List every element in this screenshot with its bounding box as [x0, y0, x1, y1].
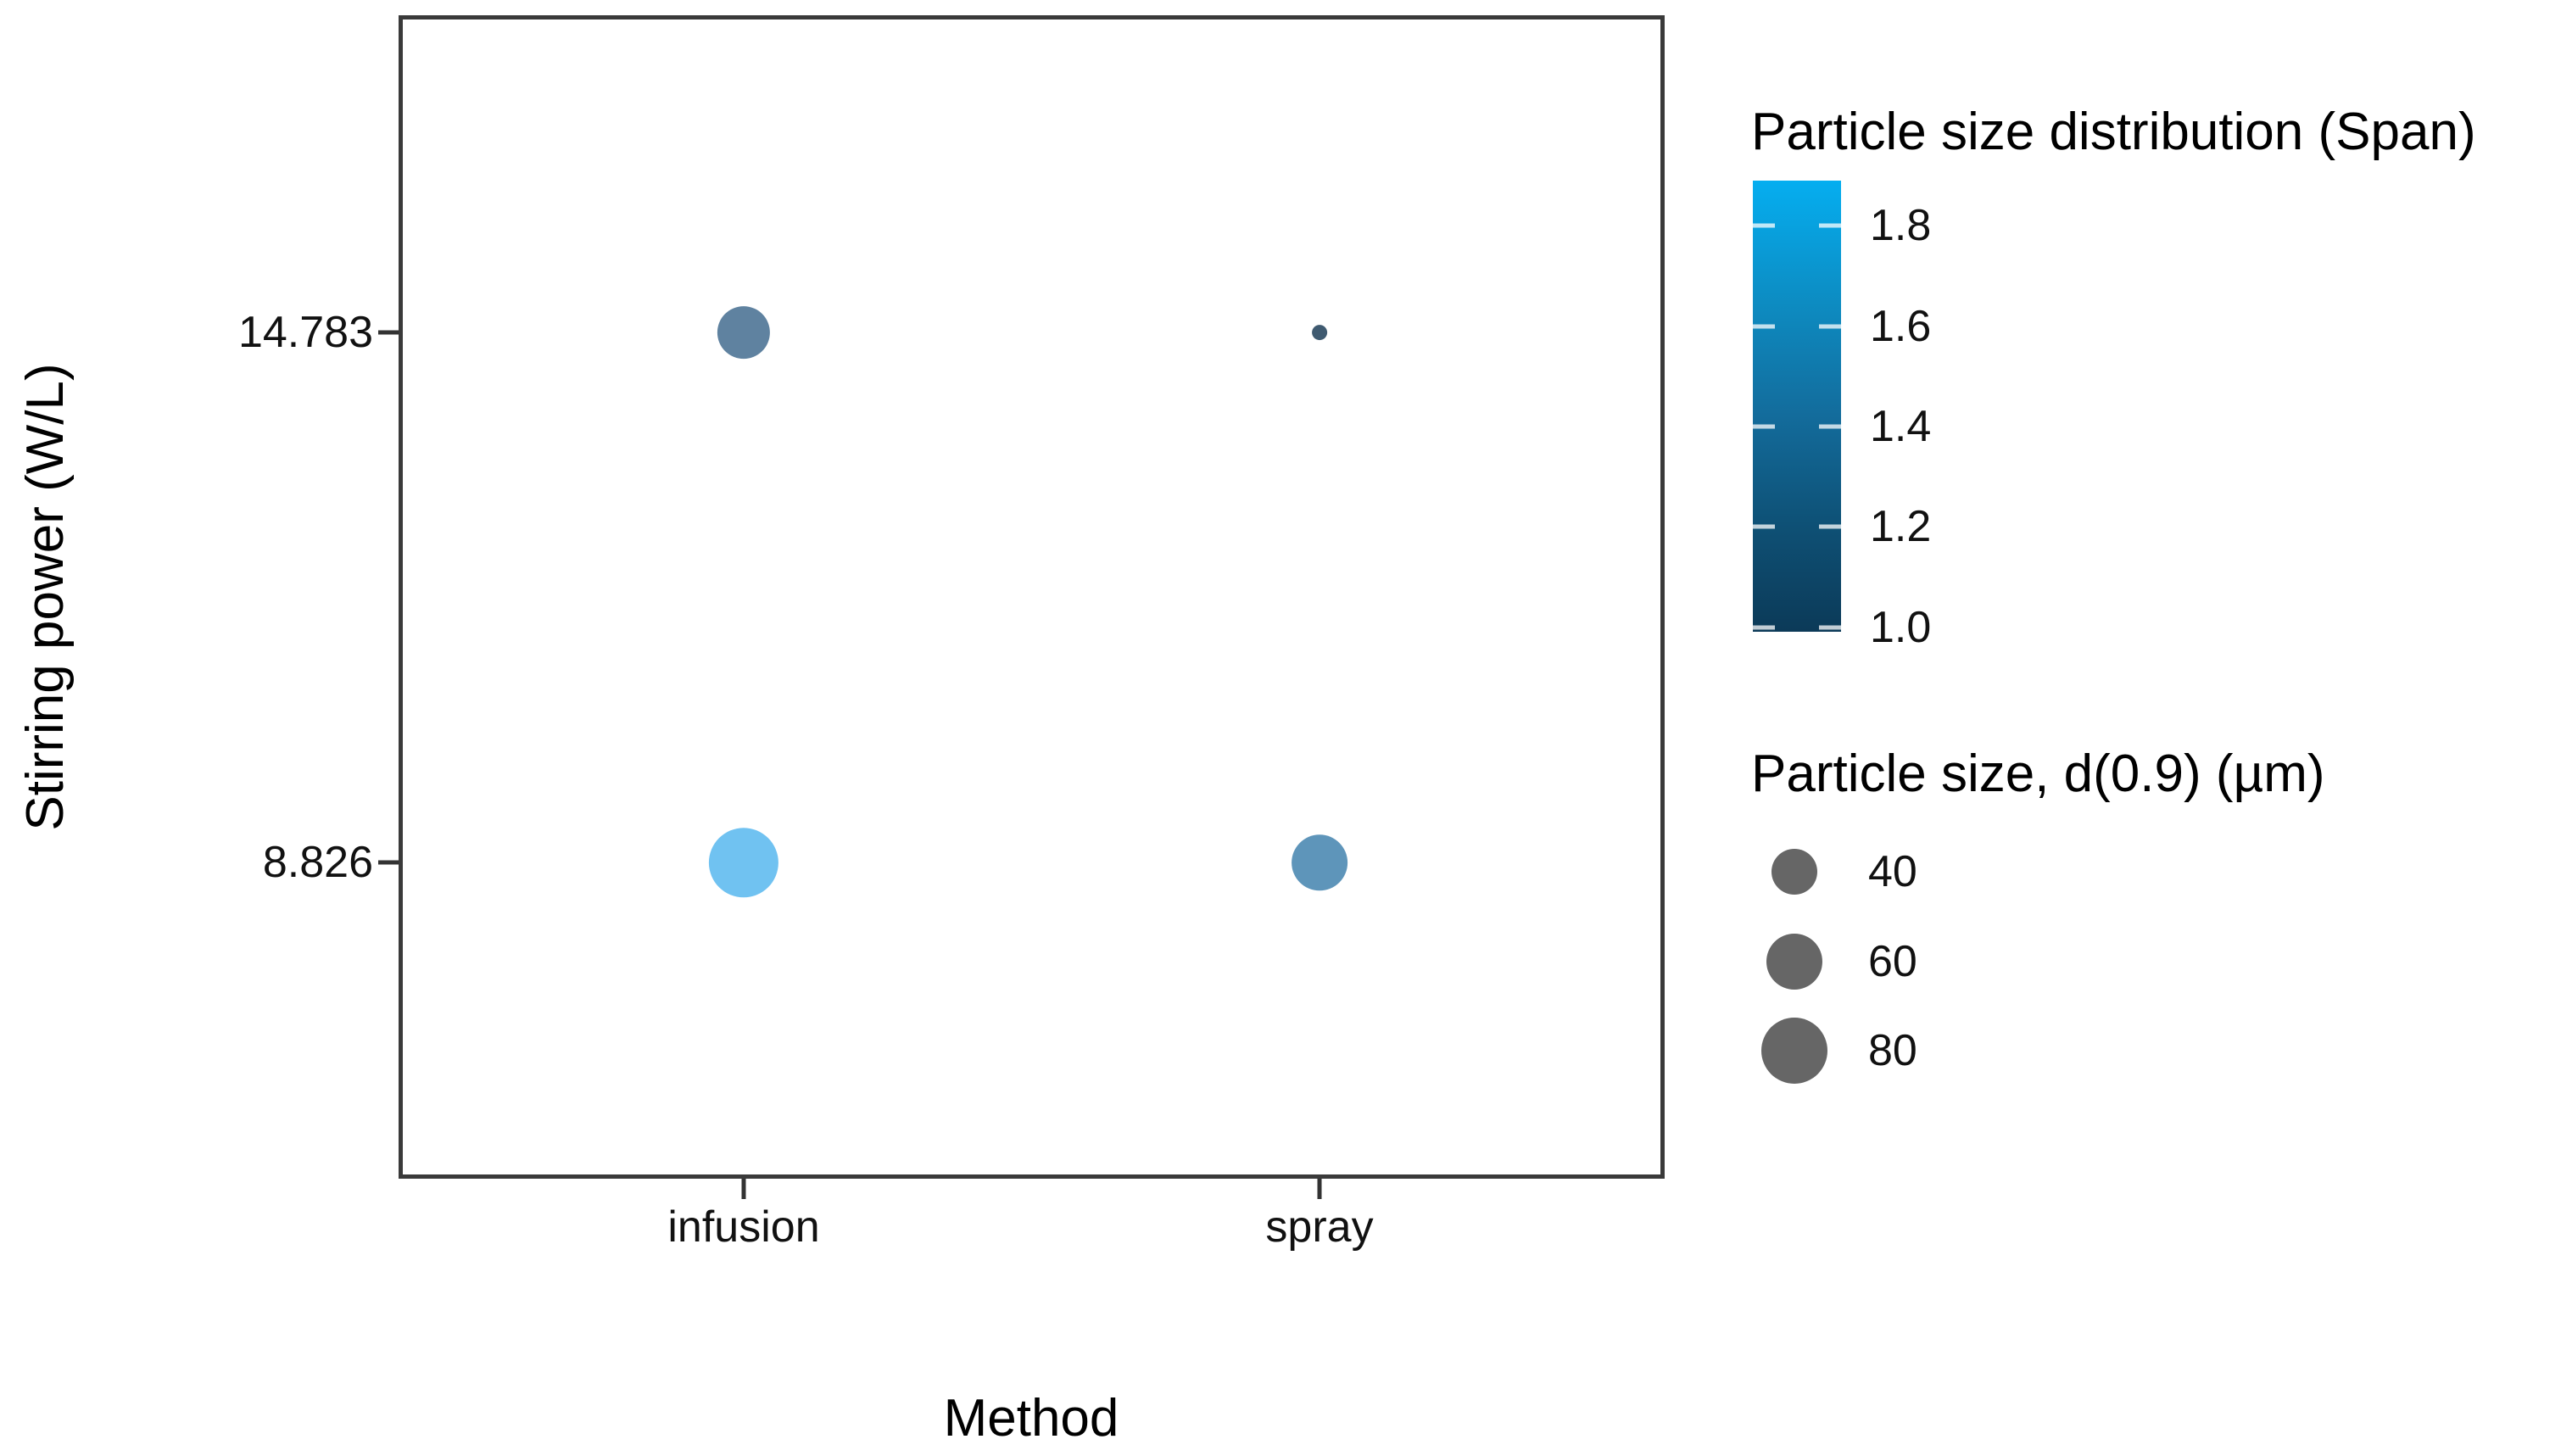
x-tick-mark: [741, 1179, 746, 1199]
size-legend-circle-80: [1761, 1018, 1827, 1084]
colorbar-tick-1.2: [1753, 524, 1775, 529]
color-legend-title: Particle size distribution (Span): [1751, 103, 2476, 161]
colorbar-tick-1.0: [1753, 625, 1775, 630]
colorbar-tick-1.6: [1819, 324, 1841, 329]
y-axis-title: Stirring power (W/L): [16, 363, 75, 831]
colorbar-tick-1.4: [1819, 424, 1841, 429]
y-tick-label: 14.783: [237, 308, 373, 357]
colorbar-label-1.0: 1.0: [1870, 602, 1932, 652]
y-tick-mark: [378, 860, 399, 865]
size-legend-circle-60: [1766, 934, 1822, 990]
x-axis-title: Method: [943, 1389, 1119, 1448]
colorbar-tick-1.0: [1819, 625, 1841, 630]
size-legend-title: Particle size, d(0.9) (µm): [1751, 745, 2325, 803]
plot-points: [708, 306, 1348, 898]
colorbar-tick-1.8: [1753, 223, 1775, 228]
size-legend-label-80: 80: [1868, 1026, 1917, 1075]
y-tick-label: 8.826: [262, 838, 373, 887]
data-point-spray-8.826: [1292, 834, 1348, 891]
colorbar-label-1.8: 1.8: [1870, 201, 1932, 251]
y-tick-mark: [378, 330, 399, 335]
data-point-infusion-8.826: [708, 828, 778, 898]
colorbar-tick-1.8: [1819, 223, 1841, 228]
plot-panel: [399, 15, 1665, 1179]
data-point-spray-14.783: [1312, 325, 1328, 341]
colorbar-label-1.2: 1.2: [1870, 502, 1932, 552]
colorbar-tick-1.6: [1753, 324, 1775, 329]
x-tick-label: spray: [1265, 1202, 1374, 1252]
colorbar-label-1.6: 1.6: [1870, 301, 1932, 351]
colorbar-gradient: [1753, 181, 1841, 632]
x-tick-mark: [1317, 1179, 1322, 1199]
size-legend-label-40: 40: [1868, 847, 1917, 896]
colorbar-tick-1.4: [1753, 424, 1775, 429]
data-point-infusion-14.783: [717, 306, 770, 360]
size-legend-label-60: 60: [1868, 937, 1917, 986]
size-legend-circle-40: [1771, 849, 1817, 895]
x-tick-label: infusion: [667, 1202, 820, 1252]
colorbar-label-1.4: 1.4: [1870, 401, 1932, 451]
colorbar-tick-1.2: [1819, 524, 1841, 529]
